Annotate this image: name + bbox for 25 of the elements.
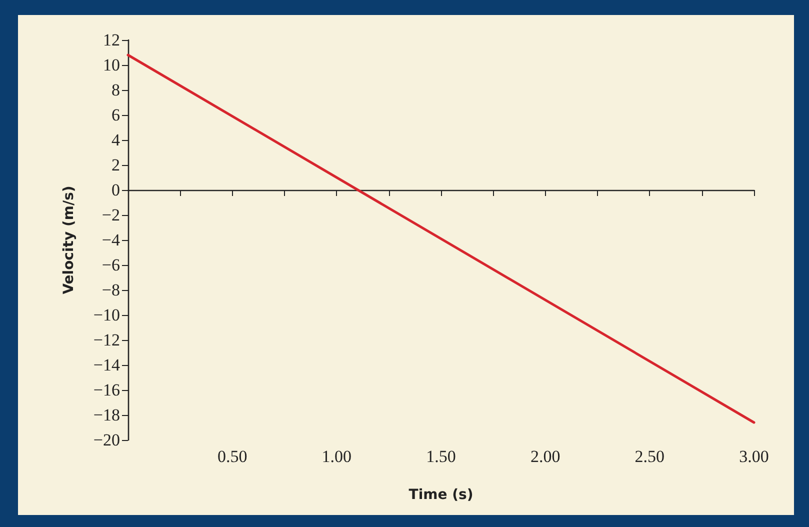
x-tick-label: 2.50 <box>634 447 665 466</box>
y-tick-label: 12 <box>103 30 120 50</box>
y-tick-label: −16 <box>93 380 120 400</box>
y-tick-label: 6 <box>112 106 120 124</box>
y-tick-label: 0 <box>112 180 120 200</box>
y-tick-label: 2 <box>112 156 120 174</box>
y-tick-label: 4 <box>112 130 120 150</box>
y-axis-title: Velocity (m/s) <box>61 186 77 294</box>
y-tick-label: 8 <box>112 80 120 100</box>
y-tick-label: 10 <box>103 56 120 74</box>
y-tick-label: −10 <box>93 306 120 324</box>
x-tick-label: 0.50 <box>217 447 248 466</box>
y-tick-label: −20 <box>93 430 120 450</box>
x-tick-label: 1.00 <box>322 447 352 466</box>
y-tick-label: −2 <box>102 206 120 224</box>
y-tick-label: −18 <box>93 406 120 424</box>
y-tick-label: −8 <box>102 280 120 300</box>
x-tick-label: 3.00 <box>739 447 769 466</box>
x-tick-label: 1.50 <box>426 447 456 466</box>
x-tick-label: 2.00 <box>530 447 560 466</box>
y-tick-label: −4 <box>102 230 120 250</box>
x-axis-title: Time (s) <box>408 487 474 503</box>
y-tick-label: −6 <box>102 256 120 274</box>
y-tick-label: −12 <box>93 330 120 350</box>
y-tick-label: −14 <box>93 356 120 374</box>
